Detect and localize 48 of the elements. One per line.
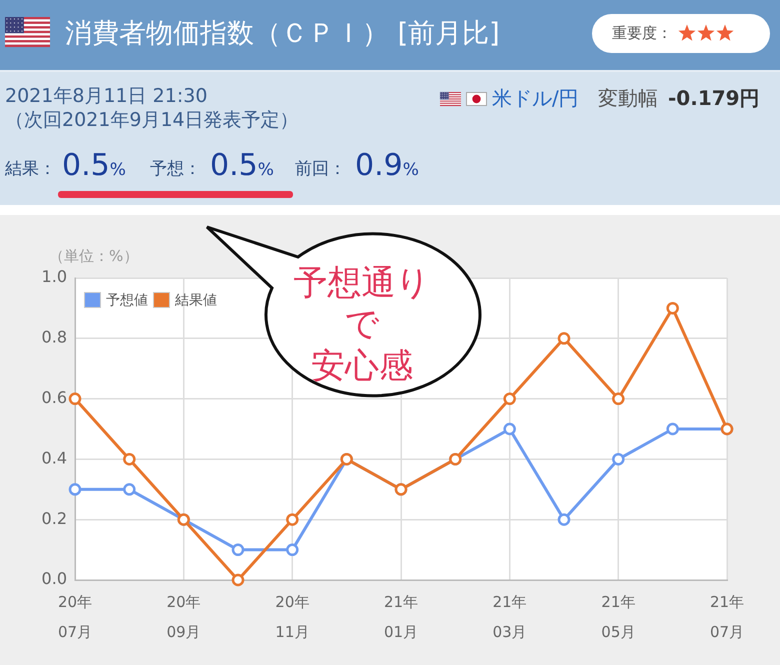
text: 変動幅: [598, 86, 658, 110]
text: 重要度：: [612, 24, 672, 42]
x-tick-label: 21年 07月: [710, 592, 744, 641]
text: 0.5%: [62, 148, 126, 183]
text: 2021年8月11日 21:30: [5, 85, 208, 107]
x-tick-label: 21年 05月: [601, 592, 636, 641]
text: 予想：: [150, 159, 201, 179]
text: 0.9%: [355, 148, 419, 183]
point: [286, 513, 299, 526]
point: [503, 422, 516, 436]
point: [558, 513, 570, 526]
point: [123, 452, 136, 466]
chart-title: 消費者物価指数（ＣＰＩ） [前月比]: [65, 18, 500, 49]
x-tick-label: 21年 01月: [384, 592, 418, 641]
text: 0.5%: [210, 148, 274, 183]
x-tick-label: 20年 07月: [58, 592, 92, 641]
y-tick-label: 0.8: [42, 328, 67, 347]
point: [286, 544, 299, 556]
point: [666, 422, 679, 436]
point: [68, 392, 82, 406]
annotation: で: [344, 304, 380, 344]
text: 米ドル/円: [492, 86, 579, 110]
text: -0.179円: [668, 86, 760, 110]
x-tick-label: 20年 11月: [275, 592, 310, 641]
y-tick-label: 0.6: [42, 388, 67, 407]
legend-label: 結果値: [174, 292, 217, 309]
point: [503, 392, 516, 406]
point: [68, 483, 82, 496]
y-tick-label: 0.2: [42, 508, 67, 528]
text: （次回2021年9月14日発表予定）: [5, 109, 299, 131]
point: [612, 392, 625, 406]
point: [612, 452, 625, 466]
y-tick-label: 1.0: [42, 267, 67, 286]
point: [666, 302, 679, 314]
text: 前回：: [295, 159, 346, 179]
legend-label: 予想値: [106, 292, 148, 309]
y-axis-title: （単位：%）: [49, 246, 138, 265]
annotation: 安心感: [310, 346, 414, 386]
x-tick-label: 20年 09月: [166, 592, 201, 641]
point: [558, 332, 570, 345]
point: [232, 544, 244, 556]
point: [232, 574, 244, 586]
point: [123, 483, 136, 496]
y-tick-label: 0.0: [42, 569, 67, 588]
y-tick-label: 0.4: [42, 448, 67, 468]
x-tick-label: 21年 03月: [492, 592, 527, 641]
text: 結果：: [5, 159, 56, 179]
annotation: 予想通り: [292, 263, 432, 303]
